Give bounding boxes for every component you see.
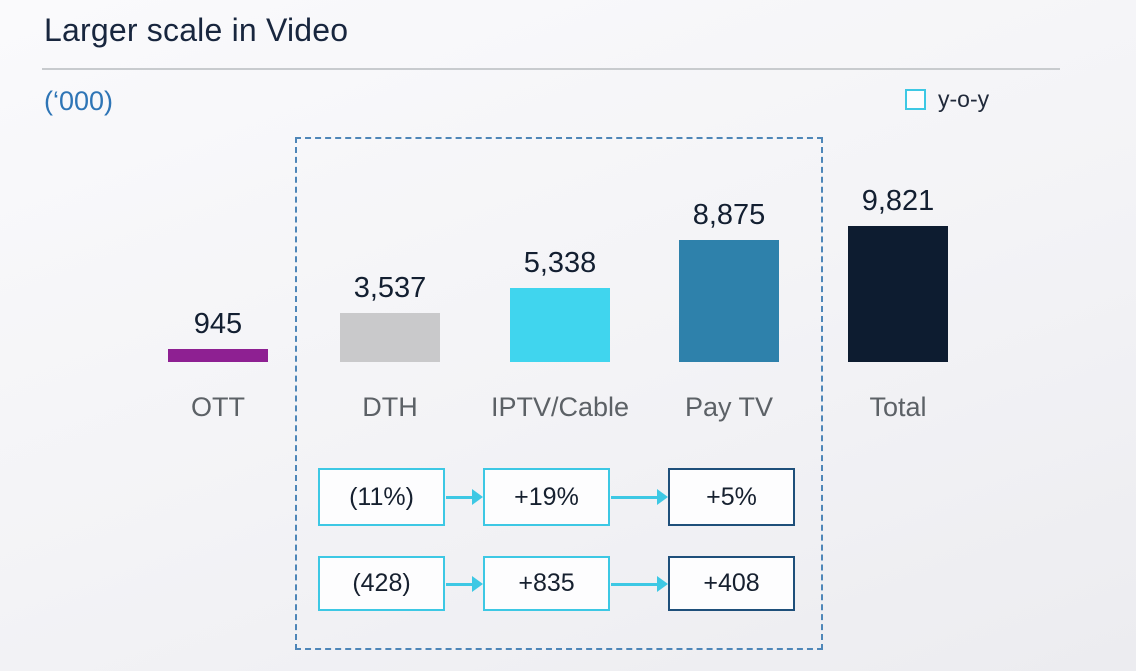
- yoy-pct-dth: (11%): [318, 468, 445, 526]
- bar-value-label: 3,537: [353, 272, 427, 304]
- yoy-abs-dth: (428): [318, 556, 445, 611]
- bar-total: [848, 226, 948, 362]
- yoy-pct-pay-tv: +5%: [668, 468, 795, 526]
- units-label: (‘000): [44, 86, 114, 116]
- arrow-right-icon: [446, 576, 483, 592]
- bar-value-label: 9,821: [861, 185, 935, 217]
- yoy-abs-iptv-cable: +835: [483, 556, 610, 611]
- yoy-abs-pay-tv: +408: [668, 556, 795, 611]
- category-label-pay-tv: Pay TV: [684, 392, 774, 422]
- bar-column-iptv-cable: 5,338: [510, 247, 610, 362]
- page-title: Larger scale in Video: [44, 12, 349, 48]
- bar-value-label: 8,875: [692, 199, 766, 231]
- bar-iptv-cable: [510, 288, 610, 362]
- category-label-iptv-cable: IPTV/Cable: [490, 392, 630, 422]
- bar-value-label: 5,338: [523, 247, 597, 279]
- arrow-right-icon: [611, 576, 668, 592]
- category-label-ott: OTT: [191, 392, 245, 422]
- bar-column-total: 9,821: [848, 185, 948, 362]
- bar-column-dth: 3,537: [340, 272, 440, 362]
- category-label-dth: DTH: [362, 392, 418, 422]
- bar-value-label: 945: [193, 308, 243, 340]
- pay-tv-group-outline: [295, 137, 823, 650]
- bar-ott: [168, 349, 268, 362]
- bar-column-ott: 945: [168, 308, 268, 362]
- bar-pay-tv: [679, 240, 779, 362]
- yoy-pct-iptv-cable: +19%: [483, 468, 610, 526]
- bar-column-pay-tv: 8,875: [679, 199, 779, 362]
- arrow-right-icon: [611, 489, 668, 505]
- yoy-legend-label: y-o-y: [938, 86, 990, 112]
- category-label-total: Total: [869, 392, 927, 422]
- title-divider: [42, 68, 1060, 70]
- arrow-right-icon: [446, 489, 483, 505]
- yoy-legend: y-o-y: [905, 86, 989, 113]
- yoy-legend-swatch-icon: [905, 89, 926, 110]
- bar-dth: [340, 313, 440, 362]
